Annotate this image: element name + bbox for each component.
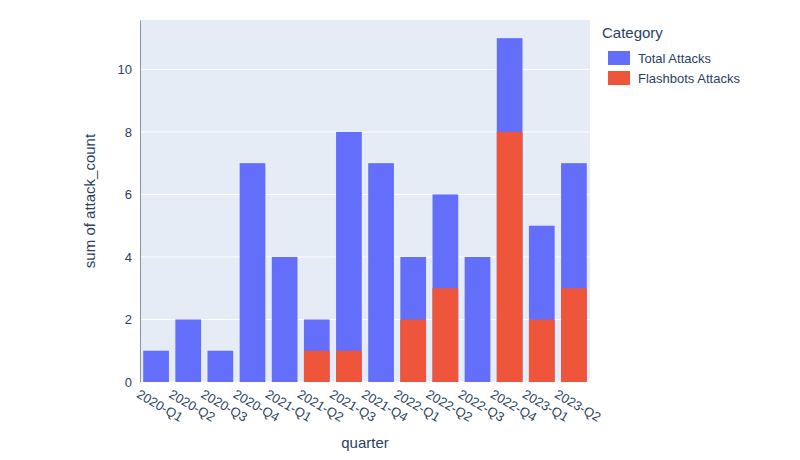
bar [336,132,362,382]
bar [497,38,523,382]
bar [304,351,330,382]
bar [240,163,266,382]
bar [529,319,555,382]
y-tick: 2 [125,312,140,327]
bar [561,288,587,382]
bar [336,351,362,382]
series [304,132,587,382]
y-axis-line [140,21,141,383]
y-tick: 6 [125,187,140,202]
y-tick-label: 0 [125,375,132,390]
bar [208,382,234,383]
y-tick: 4 [125,250,140,265]
x-tick: 2023-Q2 [552,382,603,425]
bar [368,163,394,382]
legend-swatch [608,51,630,65]
bar [272,257,298,382]
legend-entry[interactable]: Total Attacks [608,51,711,66]
bar [175,382,201,383]
y-tick: 10 [118,62,140,77]
x-axis: 2020-Q12020-Q22020-Q32020-Q42021-Q12021-… [134,382,603,425]
y-tick-label: 2 [125,312,132,327]
series [143,38,587,382]
y-tick: 0 [125,375,140,390]
chart: 0 2 4 6 8 10 2020-Q12020-Q22020-Q32020-Q42021-… [0,0,800,460]
bars [143,38,587,382]
bar [497,132,523,382]
y-axis: 0 2 4 6 8 10 [118,21,141,390]
bar [240,382,266,383]
bar [433,288,459,382]
legend-entry[interactable]: Flashbots Attacks [608,71,740,86]
y-tick: 8 [125,125,140,140]
legend-label: Flashbots Attacks [638,71,740,86]
bar [143,351,169,382]
legend-label: Total Attacks [638,51,711,66]
bar [529,226,555,382]
y-tick-label: 8 [125,125,132,140]
x-axis-line [141,382,591,383]
y-tick-label: 10 [118,62,132,77]
x-axis-title: quarter [341,434,389,451]
bar [175,319,201,382]
bar [400,257,426,382]
bar [561,163,587,382]
y-tick-label: 4 [125,250,132,265]
y-axis-title: sum of attack_count [81,133,98,268]
bar [143,382,169,383]
bar [272,382,298,383]
plot-background [140,20,590,382]
bar [368,382,394,383]
x-tick-label: 2023-Q2 [552,386,603,424]
bar [465,382,491,383]
bar [433,194,459,382]
bar [208,351,234,382]
legend-swatch [608,71,630,85]
legend: Category Total Attacks Flashbots Attacks [602,24,740,86]
plot: 0 2 4 6 8 10 2020-Q12020-Q22020-Q32020-Q42021-… [118,20,604,425]
bar [304,319,330,382]
legend-title: Category [602,24,663,41]
y-tick-label: 6 [125,187,132,202]
bar [465,257,491,382]
bar [400,319,426,382]
